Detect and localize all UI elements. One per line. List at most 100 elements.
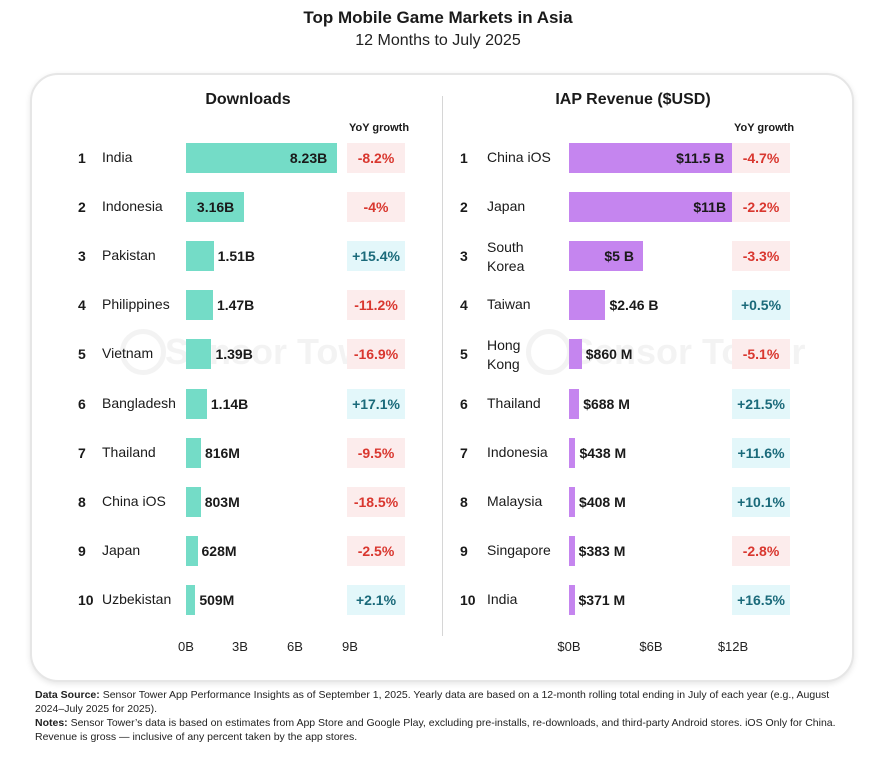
revenue-bar xyxy=(569,486,576,517)
data-source-label: Data Source: xyxy=(35,689,100,701)
revenue-country-name: South Korea xyxy=(487,239,525,275)
revenue-bar xyxy=(569,290,606,321)
downloads-bar xyxy=(186,535,198,566)
downloads-rank: 2 xyxy=(78,199,86,216)
revenue-country-name: India xyxy=(487,590,518,607)
revenue-bar xyxy=(569,339,582,370)
downloads-row: 9 Japan 628M -2.5% xyxy=(0,534,876,568)
revenue-rank: 2 xyxy=(460,199,468,216)
revenue-country-name: Hong Kong xyxy=(487,337,521,373)
downloads-country-name: Indonesia xyxy=(102,198,163,215)
downloads-x-tick: 3B xyxy=(232,639,248,654)
revenue-rank: 4 xyxy=(460,297,468,314)
downloads-country-name: China iOS xyxy=(102,492,166,509)
revenue-x-tick: $12B xyxy=(717,639,749,654)
downloads-x-tick: 9B xyxy=(342,639,358,654)
revenue-yoy-badge: -4.7% xyxy=(732,143,790,173)
downloads-yoy-badge: +2.1% xyxy=(347,584,405,615)
downloads-country-name: Thailand xyxy=(102,443,156,460)
revenue-country-name: China iOS xyxy=(487,149,551,165)
downloads-row: 2 Indonesia 3.16B -4% xyxy=(0,190,876,224)
revenue-row: 5 Hong Kong $860 M -5.1% xyxy=(0,337,876,373)
revenue-rank: 1 xyxy=(460,150,468,166)
downloads-row: 8 China iOS 803M -18.5% xyxy=(0,485,876,519)
revenue-rank: 7 xyxy=(460,444,468,461)
downloads-rank: 7 xyxy=(78,444,86,461)
revenue-row: 2 Japan $11B -2.2% xyxy=(0,190,876,224)
downloads-yoy-badge: -8.2% xyxy=(347,143,405,173)
downloads-bar xyxy=(186,486,201,517)
downloads-row: 1 India 8.23B -8.2% xyxy=(0,141,876,175)
downloads-bar xyxy=(186,584,196,615)
revenue-yoy-badge: +21.5% xyxy=(732,388,790,419)
downloads-rank: 4 xyxy=(78,297,86,314)
downloads-value-label: 803M xyxy=(204,493,240,510)
downloads-row: 5 Vietnam 1.39B -16.9% xyxy=(0,337,876,371)
downloads-country-name: India xyxy=(102,149,133,165)
downloads-value-label: 1.51B xyxy=(217,248,256,265)
downloads-country-name: Japan xyxy=(102,541,141,558)
downloads-yoy-header: YoY growth xyxy=(348,122,410,134)
revenue-rank: 10 xyxy=(460,591,476,608)
revenue-yoy-badge: +0.5% xyxy=(732,290,790,321)
revenue-value-label: $2.46 B xyxy=(609,297,659,314)
revenue-country-name: Indonesia xyxy=(487,443,548,460)
downloads-rank: 8 xyxy=(78,493,86,510)
revenue-yoy-badge: +10.1% xyxy=(732,486,790,517)
chart-subtitle: 12 Months to July 2025 xyxy=(355,32,521,49)
revenue-row: 1 China iOS $11.5 B -4.7% xyxy=(0,141,876,175)
downloads-value-label: 8.23B xyxy=(289,150,328,166)
revenue-yoy-header: YoY growth xyxy=(733,122,795,134)
data-source-line: Data Source: Sensor Tower App Performanc… xyxy=(35,688,845,716)
revenue-country-name: Japan xyxy=(487,198,526,215)
revenue-row: 4 Taiwan $2.46 B +0.5% xyxy=(0,288,876,322)
notes-label: Notes: xyxy=(35,717,68,729)
downloads-country-name: Philippines xyxy=(102,296,170,313)
revenue-value-label: $11.5 B xyxy=(676,150,725,166)
revenue-row: 7 Indonesia $438 M +11.6% xyxy=(0,436,876,470)
downloads-yoy-badge: -9.5% xyxy=(347,437,405,468)
chart-title: Top Mobile Game Markets in Asia xyxy=(303,8,573,27)
data-source-text: Sensor Tower App Performance Insights as… xyxy=(35,689,830,715)
revenue-rank: 6 xyxy=(460,395,468,412)
downloads-country-name: Bangladesh xyxy=(102,394,176,411)
sensor-tower-logo-icon xyxy=(120,329,166,375)
revenue-row: 6 Thailand $688 M +21.5% xyxy=(0,387,876,421)
downloads-row: 4 Philippines 1.47B -11.2% xyxy=(0,288,876,322)
downloads-bar xyxy=(186,241,214,272)
downloads-bar xyxy=(186,143,337,173)
downloads-value-label: 1.39B xyxy=(215,346,253,363)
revenue-yoy-badge: -2.2% xyxy=(732,192,790,223)
revenue-bar xyxy=(569,143,740,173)
revenue-yoy-badge: -3.3% xyxy=(732,241,790,272)
downloads-yoy-badge: +17.1% xyxy=(347,388,405,419)
revenue-row: 10 India $371 M +16.5% xyxy=(0,583,876,617)
revenue-country-name: Malaysia xyxy=(487,492,543,509)
downloads-row: 6 Bangladesh 1.14B +17.1% xyxy=(0,387,876,421)
downloads-bar xyxy=(186,339,212,370)
downloads-row: 3 Pakistan 1.51B +15.4% xyxy=(0,239,876,273)
downloads-bar xyxy=(186,388,207,419)
downloads-yoy-badge: +15.4% xyxy=(347,241,405,272)
revenue-yoy-badge: -2.8% xyxy=(732,535,790,566)
downloads-yoy-badge: -2.5% xyxy=(347,535,405,566)
downloads-bar xyxy=(186,290,213,321)
downloads-yoy-badge: -11.2% xyxy=(347,290,405,321)
downloads-bar xyxy=(186,192,244,223)
downloads-x-tick: 6B xyxy=(287,639,303,654)
revenue-yoy-badge: +16.5% xyxy=(732,584,790,615)
revenue-bar xyxy=(569,437,576,468)
revenue-bar xyxy=(569,388,580,419)
revenue-rank: 9 xyxy=(460,542,468,559)
revenue-value-label: $408 M xyxy=(579,493,626,510)
revenue-value-label: $5 B xyxy=(604,248,634,265)
revenue-x-tick: $6B xyxy=(639,639,663,654)
revenue-x-tick: $0B xyxy=(557,639,581,654)
downloads-country-name: Vietnam xyxy=(102,345,154,362)
downloads-value-label: 1.14B xyxy=(210,395,249,412)
downloads-rank: 10 xyxy=(78,591,94,608)
downloads-panel-title: Downloads xyxy=(205,91,291,108)
downloads-value-label: 1.47B xyxy=(216,297,255,314)
revenue-bar xyxy=(569,584,575,615)
revenue-row: 9 Singapore $383 M -2.8% xyxy=(0,534,876,568)
